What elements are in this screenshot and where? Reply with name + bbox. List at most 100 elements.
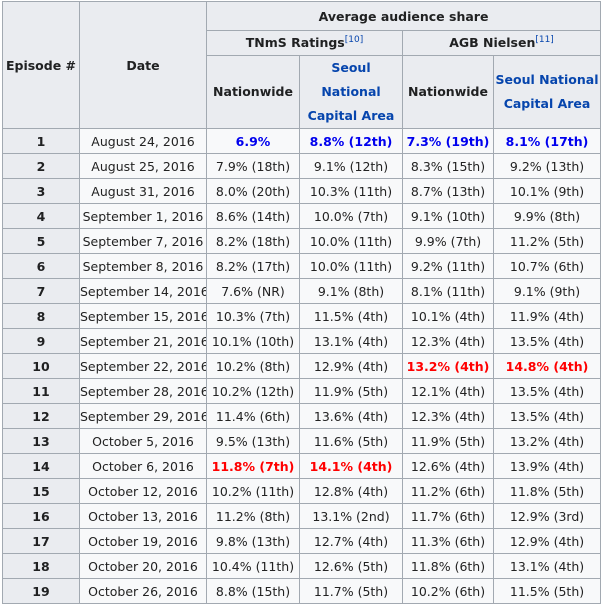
episode-cell: 14	[2, 453, 80, 479]
agb-nationwide-cell: 11.8% (6th)	[402, 553, 494, 579]
table-row: 13 October 5, 2016 9.5% (13th) 11.6% (5th) 1…	[2, 428, 602, 454]
table-row: 19 October 26, 2016 8.8% (15th) 11.7% (5th)…	[2, 578, 602, 604]
table-row: 8 September 15, 2016 10.3% (7th) 11.5% (4th…	[2, 303, 602, 329]
agb-seoul-cell: 10.1% (9th)	[492, 178, 602, 204]
table-row: 6 September 8, 2016 8.2% (17th) 10.0% (11th…	[2, 253, 602, 279]
table-row: 18 October 20, 2016 10.4% (11th) 12.6% (5th…	[2, 553, 602, 579]
date-cell: September 29, 2016	[79, 403, 207, 429]
date-cell: October 20, 2016	[79, 553, 207, 579]
date-cell: August 24, 2016	[79, 128, 207, 154]
agb-seoul-cell: 9.9% (8th)	[492, 203, 602, 229]
tnms-nationwide-cell: 10.2% (11th)	[206, 478, 300, 504]
table-row: 14 October 6, 2016 11.8% (7th) 14.1% (4th) 1…	[2, 453, 602, 479]
header-tnms: TNmS Ratings[10]	[206, 30, 403, 56]
tnms-seoul-cell: 11.7% (5th)	[299, 578, 403, 604]
agb-seoul-cell: 10.7% (6th)	[492, 253, 602, 279]
table-row: 2 August 25, 2016 7.9% (18th) 9.1% (12th) 8.…	[2, 153, 602, 179]
episode-cell: 2	[2, 153, 80, 179]
agb-nationwide-cell: 12.6% (4th)	[402, 453, 494, 479]
agb-seoul-cell: 11.9% (4th)	[492, 303, 602, 329]
agb-nationwide-cell: 12.3% (4th)	[402, 328, 494, 354]
table-row: 12 September 29, 2016 11.4% (6th) 13.6% (4t…	[2, 403, 602, 429]
table-row: 15 October 12, 2016 10.2% (11th) 12.8% (4th…	[2, 478, 602, 504]
tnms-nationwide-cell: 10.4% (11th)	[206, 553, 300, 579]
agb-nationwide-cell: 11.2% (6th)	[402, 478, 494, 504]
tnms-nationwide-cell: 8.2% (17th)	[206, 253, 300, 279]
agb-seoul-cell: 11.8% (5th)	[492, 478, 602, 504]
header-agb-nationwide: Nationwide	[402, 55, 494, 129]
date-cell: August 25, 2016	[79, 153, 207, 179]
agb-seoul-cell: 12.9% (3rd)	[492, 503, 602, 529]
tnms-nationwide-cell: 6.9%	[206, 128, 300, 154]
agb-nationwide-cell: 8.3% (15th)	[402, 153, 494, 179]
episode-cell: 12	[2, 403, 80, 429]
header-agb: AGB Nielsen[11]	[401, 30, 602, 56]
tnms-nationwide-cell: 8.6% (14th)	[206, 203, 300, 229]
table-row: 11 September 28, 2016 10.2% (12th) 11.9% (5…	[2, 378, 602, 404]
agb-seoul-cell: 9.1% (9th)	[492, 278, 602, 304]
tnms-seoul-cell: 13.1% (4th)	[299, 328, 403, 354]
agb-nationwide-cell: 9.1% (10th)	[402, 203, 494, 229]
tnms-seoul-cell: 12.8% (4th)	[299, 478, 403, 504]
episode-cell: 13	[2, 428, 80, 454]
table-row: 1 August 24, 2016 6.9% 8.8% (12th) 7.3% (19t…	[2, 128, 602, 154]
date-cell: October 19, 2016	[79, 528, 207, 554]
table-row: 5 September 7, 2016 8.2% (18th) 10.0% (11th…	[2, 228, 602, 254]
header-tnms-nationwide: Nationwide	[206, 55, 300, 129]
tnms-seoul-cell: 13.6% (4th)	[299, 403, 403, 429]
tnms-nationwide-cell: 10.3% (7th)	[206, 303, 300, 329]
header-agb-seoul-link[interactable]: Seoul National Capital Area	[492, 55, 602, 129]
agb-nationwide-cell: 11.7% (6th)	[402, 503, 494, 529]
date-cell: September 1, 2016	[79, 203, 207, 229]
tnms-nationwide-cell: 11.8% (7th)	[206, 453, 300, 479]
agb-seoul-cell: 13.1% (4th)	[492, 553, 602, 579]
agb-seoul-cell: 9.2% (13th)	[492, 153, 602, 179]
tnms-seoul-cell: 8.8% (12th)	[299, 128, 403, 154]
tnms-seoul-cell: 14.1% (4th)	[299, 453, 403, 479]
header-average-audience-share: Average audience share	[205, 1, 602, 31]
agb-seoul-cell: 14.8% (4th)	[492, 353, 602, 379]
agb-nationwide-cell: 11.9% (5th)	[402, 428, 494, 454]
episode-cell: 19	[2, 578, 80, 604]
agb-seoul-cell: 13.5% (4th)	[492, 328, 602, 354]
agb-seoul-cell: 13.5% (4th)	[492, 378, 602, 404]
date-cell: September 8, 2016	[79, 253, 207, 279]
episode-cell: 6	[2, 253, 80, 279]
episode-cell: 5	[2, 228, 80, 254]
agb-seoul-cell: 13.2% (4th)	[492, 428, 602, 454]
agb-nationwide-cell: 10.2% (6th)	[402, 578, 494, 604]
header-tnms-seoul-link[interactable]: Seoul National Capital Area	[299, 55, 403, 129]
episode-cell: 3	[2, 178, 80, 204]
tnms-label: TNmS Ratings	[245, 35, 345, 51]
episode-cell: 7	[2, 278, 80, 304]
tnms-seoul-cell: 10.0% (7th)	[299, 203, 403, 229]
agb-nationwide-cell: 12.1% (4th)	[402, 378, 494, 404]
table-row: 9 September 21, 2016 10.1% (10th) 13.1% (4t…	[2, 328, 602, 354]
agb-nationwide-cell: 8.1% (11th)	[402, 278, 494, 304]
tnms-nationwide-cell: 7.6% (NR)	[206, 278, 300, 304]
tnms-seoul-cell: 11.9% (5th)	[299, 378, 403, 404]
tnms-nationwide-cell: 11.4% (6th)	[206, 403, 300, 429]
header-date: Date	[79, 1, 207, 129]
agb-ref-link[interactable]: [11]	[535, 35, 554, 46]
tnms-seoul-cell: 11.5% (4th)	[299, 303, 403, 329]
table-row: 4 September 1, 2016 8.6% (14th) 10.0% (7th)…	[2, 203, 602, 229]
agb-nationwide-cell: 9.9% (7th)	[402, 228, 494, 254]
tnms-nationwide-cell: 8.0% (20th)	[206, 178, 300, 204]
date-cell: September 28, 2016	[79, 378, 207, 404]
table-row: 3 August 31, 2016 8.0% (20th) 10.3% (11th) 8…	[2, 178, 602, 204]
tnms-nationwide-cell: 10.1% (10th)	[206, 328, 300, 354]
agb-nationwide-cell: 7.3% (19th)	[402, 128, 494, 154]
agb-label: AGB Nielsen	[449, 35, 536, 51]
agb-seoul-cell: 13.5% (4th)	[492, 403, 602, 429]
episode-cell: 15	[2, 478, 80, 504]
tnms-ref-link[interactable]: [10]	[344, 35, 364, 46]
table-body: 1 August 24, 2016 6.9% 8.8% (12th) 7.3% (19t…	[2, 128, 602, 604]
tnms-seoul-cell: 12.7% (4th)	[299, 528, 403, 554]
tnms-nationwide-cell: 9.5% (13th)	[206, 428, 300, 454]
tnms-seoul-cell: 10.0% (11th)	[299, 228, 403, 254]
tnms-seoul-cell: 10.3% (11th)	[299, 178, 403, 204]
date-cell: October 12, 2016	[79, 478, 207, 504]
tnms-seoul-cell: 12.9% (4th)	[299, 353, 403, 379]
table-row: 10 September 22, 2016 10.2% (8th) 12.9% (4t…	[2, 353, 602, 379]
